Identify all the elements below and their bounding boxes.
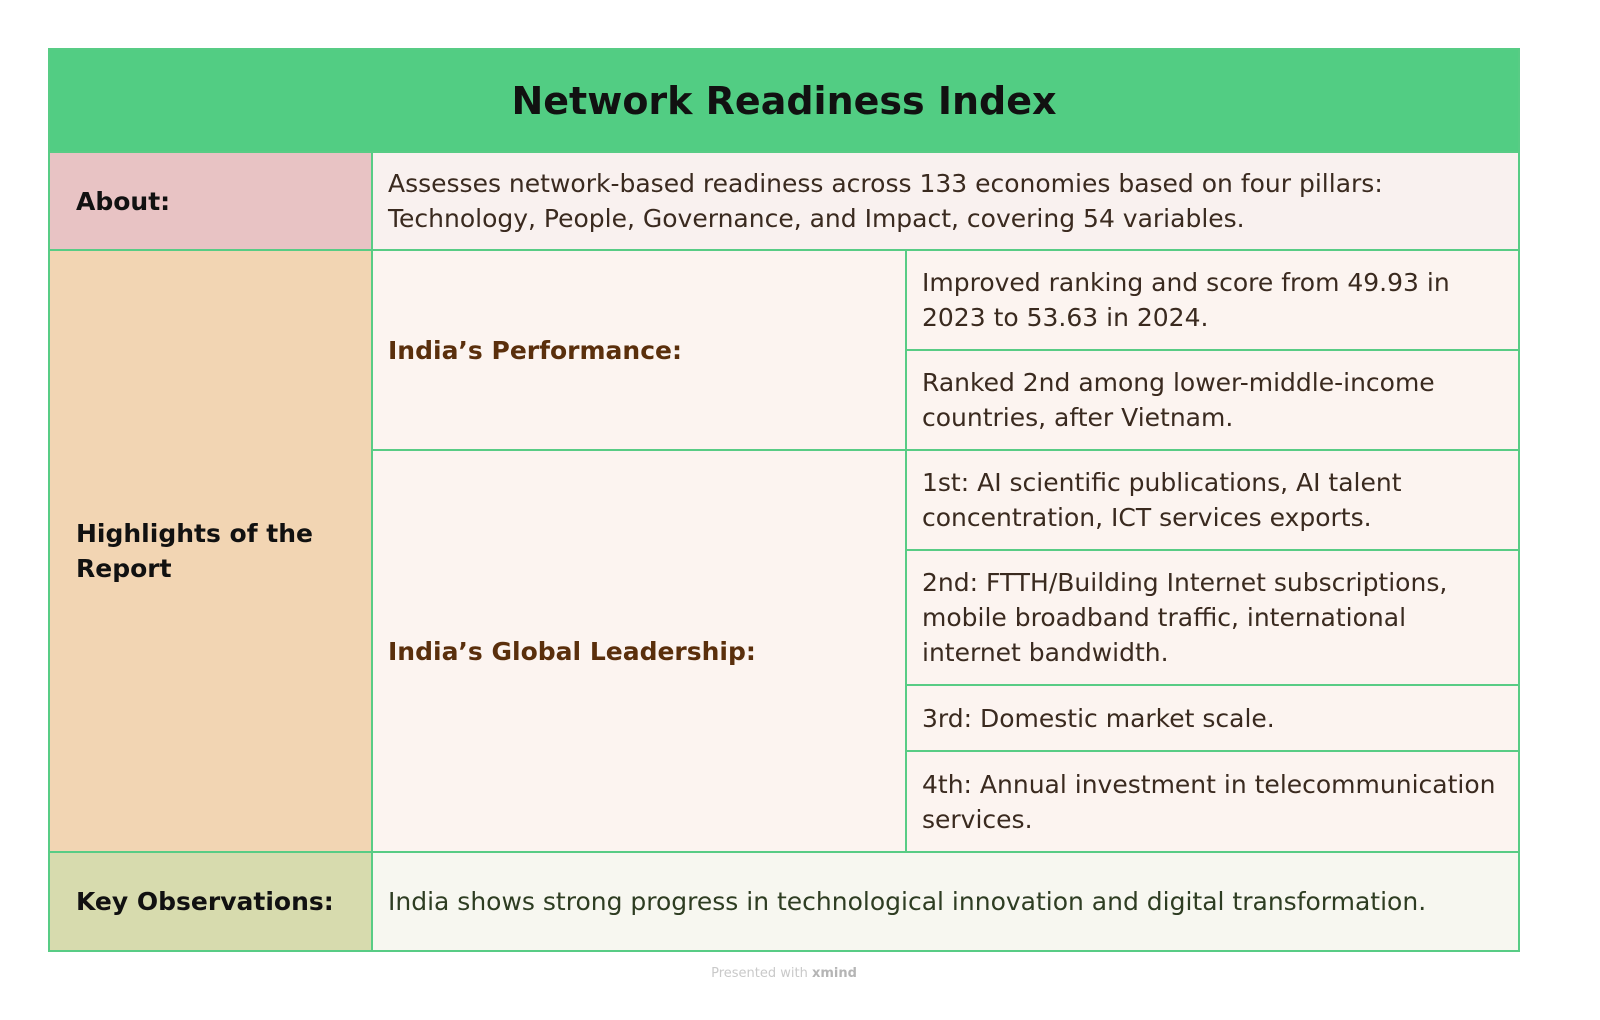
highlights-label-cell: Highlights of the Report [50, 250, 372, 852]
performance-label-cell: India’s Performance: [372, 250, 906, 450]
about-label-cell: About: [50, 152, 372, 250]
nri-table: Network Readiness Index About: Assesses … [48, 48, 1520, 952]
observations-label: Key Observations: [76, 886, 334, 916]
leadership-item: 2nd: FTTH/Building Internet subscription… [906, 550, 1518, 685]
performance-item-text: Improved ranking and score from 49.93 in… [922, 268, 1450, 332]
divider [905, 250, 907, 852]
about-text-cell: Assesses network-based readiness across … [372, 152, 1518, 250]
performance-item: Improved ranking and score from 49.93 in… [906, 250, 1518, 350]
footer-brand: xmind [811, 966, 857, 981]
leadership-item-text: 1st: AI scientific publications, AI tale… [922, 468, 1402, 532]
divider [50, 851, 1518, 853]
leadership-label: India’s Global Leadership: [388, 636, 756, 666]
observations-text: India shows strong progress in technolog… [388, 886, 1427, 916]
divider [906, 684, 1518, 686]
leadership-item-text: 3rd: Domestic market scale. [922, 703, 1275, 733]
divider [906, 349, 1518, 351]
divider [906, 750, 1518, 752]
divider [371, 152, 373, 950]
divider [372, 449, 1518, 451]
footer-prefix: Presented with [711, 966, 808, 981]
about-label: About: [76, 186, 171, 216]
leadership-item: 3rd: Domestic market scale. [906, 685, 1518, 751]
divider [906, 549, 1518, 551]
highlights-label: Highlights of the Report [76, 519, 314, 583]
footer: Presented with xmind [0, 966, 1568, 981]
leadership-item-text: 2nd: FTTH/Building Internet subscription… [922, 568, 1448, 667]
performance-label: India’s Performance: [388, 335, 682, 365]
about-text: Assesses network-based readiness across … [388, 169, 1383, 233]
leadership-item-text: 4th: Annual investment in telecommunicat… [922, 769, 1496, 834]
performance-item-text: Ranked 2nd among lower-middle-income cou… [922, 368, 1435, 432]
observations-label-cell: Key Observations: [50, 852, 372, 950]
performance-item: Ranked 2nd among lower-middle-income cou… [906, 350, 1518, 450]
leadership-label-cell: India’s Global Leadership: [372, 450, 906, 852]
leadership-item: 1st: AI scientific publications, AI tale… [906, 450, 1518, 550]
leadership-item: 4th: Annual investment in telecommunicat… [906, 751, 1518, 852]
divider [50, 151, 1518, 153]
observations-text-cell: India shows strong progress in technolog… [372, 852, 1518, 950]
page-title: Network Readiness Index [511, 79, 1057, 123]
divider [50, 249, 1518, 251]
title-bar: Network Readiness Index [50, 50, 1518, 152]
